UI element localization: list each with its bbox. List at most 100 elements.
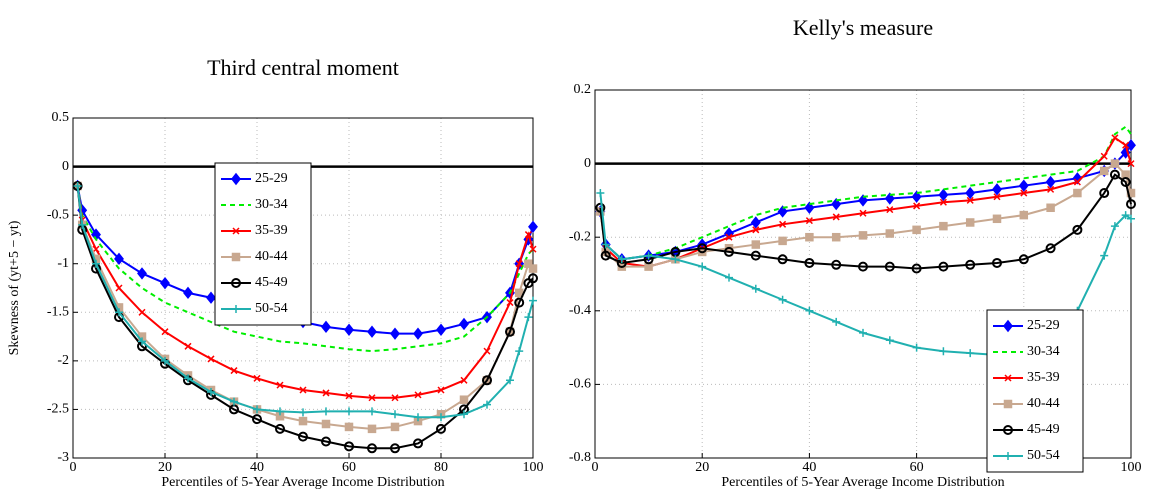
x-tick-label: 40 bbox=[802, 460, 816, 475]
marker bbox=[1100, 251, 1109, 260]
marker bbox=[992, 183, 1002, 196]
legend-label: 30-34 bbox=[255, 197, 288, 212]
marker bbox=[528, 273, 538, 284]
y-tick-label: -3 bbox=[57, 450, 69, 465]
marker bbox=[644, 251, 653, 260]
marker bbox=[206, 291, 216, 304]
marker bbox=[966, 349, 975, 358]
y-tick-label: 0 bbox=[62, 159, 69, 174]
x-tick-label: 100 bbox=[1121, 460, 1142, 475]
marker bbox=[459, 395, 469, 404]
legend-box bbox=[214, 162, 312, 326]
x-axis-label: Percentiles of 5-Year Average Income Dis… bbox=[161, 475, 444, 490]
marker bbox=[858, 231, 868, 240]
marker bbox=[298, 431, 308, 442]
marker bbox=[183, 286, 193, 300]
x-tick-label: 20 bbox=[695, 460, 709, 475]
legend-label: 40-44 bbox=[255, 249, 288, 264]
marker bbox=[1045, 175, 1056, 189]
marker bbox=[804, 257, 815, 268]
y-tick-label: -1.5 bbox=[47, 305, 69, 320]
x-tick-label: 40 bbox=[250, 460, 264, 475]
y-tick-label: -0.8 bbox=[569, 450, 591, 465]
x-tick-label: 80 bbox=[434, 460, 448, 475]
marker bbox=[804, 201, 815, 214]
marker bbox=[367, 424, 377, 434]
marker bbox=[751, 284, 760, 293]
marker bbox=[1073, 188, 1082, 198]
marker bbox=[528, 220, 538, 234]
marker bbox=[884, 261, 895, 272]
marker bbox=[253, 405, 261, 414]
marker bbox=[1110, 159, 1120, 168]
marker bbox=[515, 260, 523, 268]
y-tick-label: -2.5 bbox=[47, 402, 69, 417]
marker bbox=[884, 192, 895, 205]
chart-title: Third central moment bbox=[207, 55, 399, 80]
marker bbox=[483, 347, 491, 355]
marker bbox=[391, 394, 399, 402]
marker bbox=[505, 326, 515, 337]
marker bbox=[859, 209, 867, 217]
series-line bbox=[76, 185, 534, 399]
plot-frame bbox=[72, 117, 534, 459]
legend-marker bbox=[1003, 399, 1013, 409]
marker bbox=[831, 259, 842, 270]
legend-marker bbox=[1004, 452, 1012, 460]
marker bbox=[1019, 210, 1029, 220]
marker bbox=[299, 386, 307, 394]
marker bbox=[617, 255, 626, 264]
marker bbox=[482, 375, 492, 386]
y-tick-label: -0.6 bbox=[569, 377, 591, 392]
legend-label: 35-39 bbox=[1027, 370, 1060, 385]
marker bbox=[78, 220, 87, 229]
marker bbox=[391, 410, 399, 419]
marker bbox=[1072, 224, 1083, 235]
marker bbox=[253, 374, 261, 382]
marker bbox=[595, 202, 606, 213]
marker bbox=[275, 423, 285, 434]
marker bbox=[992, 257, 1002, 268]
marker bbox=[805, 232, 814, 242]
y-axis-label: Skewness of (yt+5 − yt) bbox=[7, 220, 22, 355]
marker bbox=[1018, 254, 1029, 265]
marker bbox=[939, 221, 948, 231]
marker bbox=[939, 347, 948, 356]
marker bbox=[460, 410, 468, 419]
marker bbox=[885, 229, 895, 238]
marker bbox=[939, 198, 947, 206]
marker bbox=[777, 205, 788, 218]
marker bbox=[413, 438, 423, 449]
x-tick-label: 20 bbox=[158, 460, 172, 475]
marker bbox=[805, 217, 813, 225]
marker bbox=[779, 220, 787, 228]
marker bbox=[524, 231, 532, 239]
y-tick-label: 0.5 bbox=[52, 110, 70, 125]
series-line bbox=[76, 185, 534, 419]
marker bbox=[1099, 166, 1109, 176]
series-line bbox=[599, 162, 1132, 268]
marker bbox=[725, 233, 733, 241]
y-tick-label: -2 bbox=[57, 353, 69, 368]
marker bbox=[831, 232, 841, 242]
x-tick-label: 100 bbox=[523, 460, 544, 475]
marker bbox=[299, 408, 307, 417]
marker bbox=[858, 261, 868, 272]
marker bbox=[414, 391, 422, 399]
marker bbox=[1100, 152, 1108, 160]
marker bbox=[437, 413, 445, 422]
marker bbox=[367, 443, 377, 454]
marker bbox=[1020, 189, 1028, 197]
legend-marker bbox=[232, 227, 240, 235]
marker bbox=[368, 407, 376, 416]
legend-marker bbox=[231, 252, 241, 262]
marker bbox=[831, 197, 842, 211]
marker bbox=[137, 267, 147, 280]
marker bbox=[858, 194, 868, 207]
marker bbox=[698, 262, 707, 271]
marker bbox=[938, 188, 949, 202]
marker bbox=[778, 236, 787, 246]
marker bbox=[115, 308, 123, 317]
marker bbox=[252, 414, 262, 425]
marker bbox=[911, 190, 922, 203]
